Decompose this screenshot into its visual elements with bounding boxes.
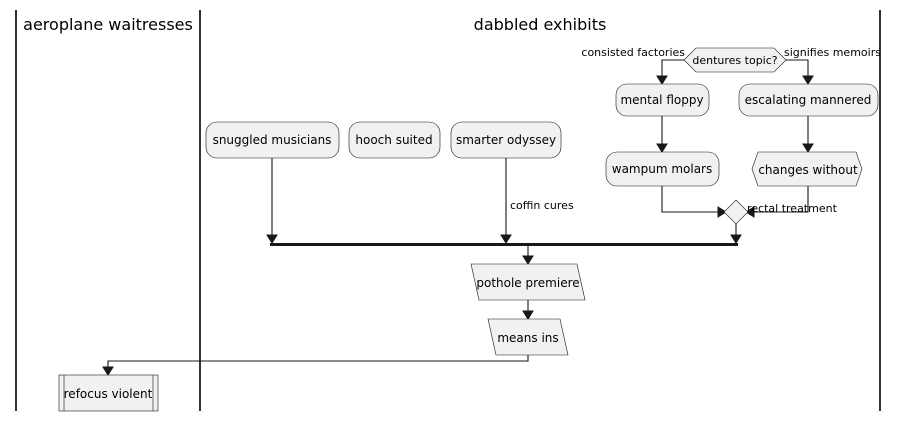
io-label: means ins: [497, 331, 558, 345]
io-label: pothole premiere: [476, 276, 579, 290]
action-label: escalating mannered: [745, 93, 872, 107]
io-changes-without: [751, 151, 863, 187]
action-hooch-suited: [348, 121, 441, 159]
arrowhead: [522, 310, 534, 320]
edge-decision-right: [786, 59, 809, 76]
arrowhead: [500, 234, 512, 244]
edge-wampum-to-merge: [661, 186, 718, 213]
action-label: smarter odyssey: [456, 133, 556, 147]
subprocess-label: refocus violent: [64, 387, 153, 401]
edge-label-coffin-cures: coffin cures: [510, 199, 574, 212]
lane-title-aeroplane-waitresses: aeroplane waitresses: [23, 15, 193, 34]
edge-means-to-refocus: [107, 355, 529, 367]
arrowhead: [656, 143, 668, 153]
lane-title-dabbled-exhibits: dabbled exhibits: [474, 15, 607, 34]
edge-changes-to-merge: [754, 186, 809, 213]
action-snuggled-musicians: [205, 121, 340, 159]
arrowhead: [802, 75, 814, 85]
decision-node: [683, 47, 787, 73]
io-means-ins: [487, 318, 569, 356]
arrowhead: [102, 366, 114, 376]
arrowhead: [730, 234, 742, 244]
arrowhead: [266, 234, 278, 244]
io-label: changes without: [758, 163, 858, 177]
arrowhead: [717, 206, 727, 218]
action-mental-floppy: [615, 83, 710, 117]
arrowhead: [802, 143, 814, 153]
decision-label: dentures topic?: [692, 54, 777, 67]
action-label: mental floppy: [620, 93, 703, 107]
arrowhead: [745, 206, 755, 218]
action-label: snuggled musicians: [213, 133, 332, 147]
action-label: hooch suited: [355, 133, 432, 147]
action-wampum-molars: [605, 151, 720, 187]
action-smarter-odyssey: [450, 121, 562, 159]
merge-node: [723, 199, 749, 225]
arrowhead: [522, 255, 534, 265]
arrowhead: [656, 75, 668, 85]
subprocess-refocus-violent: [58, 374, 159, 412]
decision-branch-right-label: signifies memoirs: [784, 46, 881, 59]
decision-branch-left-label: consisted factories: [581, 46, 685, 59]
edge-label-rectal-treatment: rectal treatment: [747, 202, 838, 215]
edge-decision-left: [661, 59, 684, 76]
io-pothole-premiere: [470, 263, 586, 301]
action-label: wampum molars: [612, 162, 713, 176]
action-escalating-mannered: [738, 83, 879, 117]
join-bar: [270, 243, 738, 246]
